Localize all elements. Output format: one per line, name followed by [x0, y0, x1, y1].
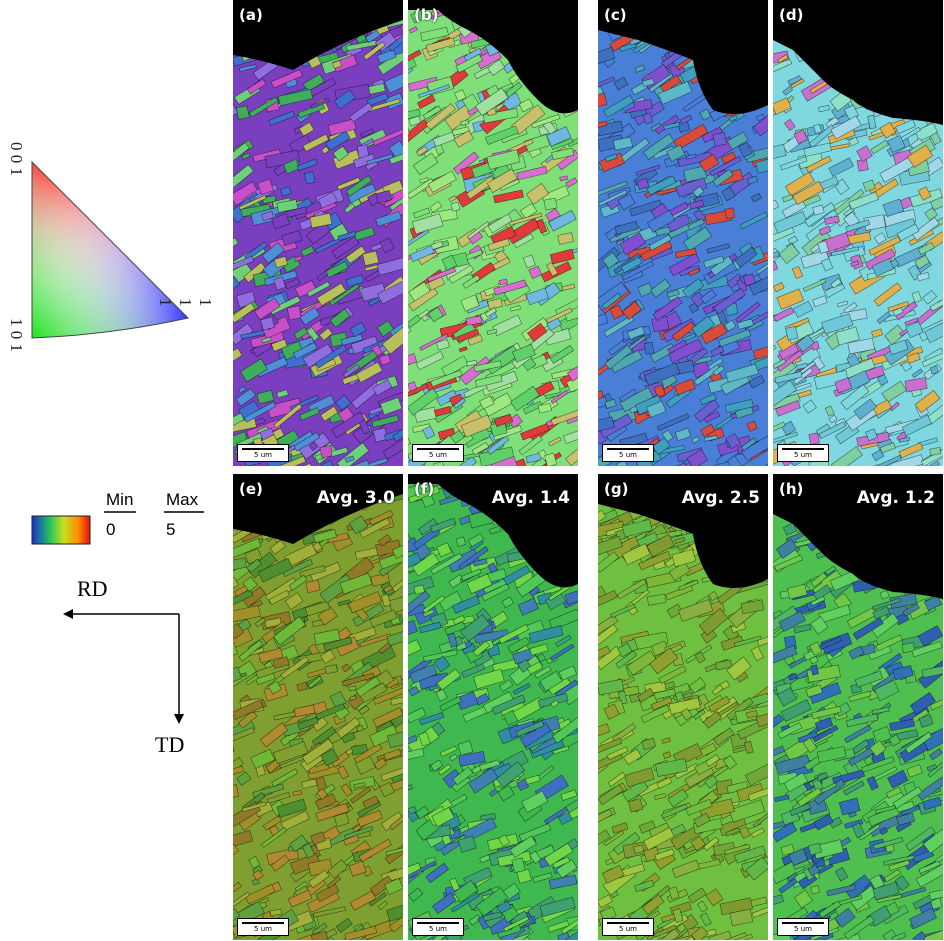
panel-label: (c): [604, 6, 627, 24]
panel-average-kam: Avg. 2.5: [681, 488, 760, 508]
kam-max-value: 5: [166, 520, 176, 539]
micrograph-panel: (d) 5 um: [773, 0, 943, 466]
scale-bar-text: 5 um: [254, 451, 272, 459]
scale-bar: 5 um: [777, 918, 829, 936]
td-label: TD: [155, 732, 185, 757]
scale-bar-line: [242, 922, 284, 924]
vertex-101-label: 1 0 1: [7, 318, 26, 352]
scale-bar: 5 um: [602, 918, 654, 936]
panel-label: (d): [779, 6, 804, 24]
kam-max-label: Max: [166, 490, 199, 509]
direction-axes: RD TD: [55, 570, 215, 770]
scale-bar: 5 um: [412, 918, 464, 936]
kam-gradient: [31, 511, 204, 545]
direction-arrows: [63, 609, 184, 724]
micrograph-panel: (f) Avg. 1.4 5 um: [408, 474, 578, 940]
micrograph-panel: (h) Avg. 1.2 5 um: [773, 474, 943, 940]
panel-average-kam: Avg. 1.2: [856, 488, 935, 508]
panel-average-kam: Avg. 3.0: [316, 488, 395, 508]
micrograph-image: [233, 0, 403, 466]
scale-bar: 5 um: [237, 918, 289, 936]
micrograph-panel: (c) 5 um: [598, 0, 768, 466]
panel-average-kam: Avg. 1.4: [491, 488, 570, 508]
scale-bar-line: [607, 448, 649, 450]
ipf-triangle: [31, 160, 190, 339]
micrograph-image: [408, 0, 578, 466]
scale-bar-line: [242, 448, 284, 450]
micrograph-panel: (a) 5 um: [233, 0, 403, 466]
scale-bar: 5 um: [777, 444, 829, 462]
scale-bar-line: [417, 448, 459, 450]
micrograph-image: [598, 474, 768, 940]
vertex-001-label: 0 0 1: [7, 142, 26, 176]
panel-label: (e): [239, 480, 263, 498]
panel-label: (g): [604, 480, 629, 498]
scale-bar-text: 5 um: [794, 925, 812, 933]
panel-label: (h): [779, 480, 804, 498]
ipf-color-key: 0 0 1 1 0 1 1 1 1: [0, 120, 230, 380]
kam-color-scale: Min Max 0 5: [30, 480, 230, 560]
micrograph-panel: (e) Avg. 3.0 5 um: [233, 474, 403, 940]
kam-min-value: 0: [106, 520, 116, 539]
scale-bar-line: [782, 922, 824, 924]
rd-label: RD: [77, 576, 108, 601]
scale-bar-text: 5 um: [619, 451, 637, 459]
micrograph-image: [773, 474, 943, 940]
micrograph-image: [233, 474, 403, 940]
micrograph-image: [773, 0, 943, 466]
panel-label: (a): [239, 6, 263, 24]
scale-bar-text: 5 um: [254, 925, 272, 933]
micrograph-panel: (g) Avg. 2.5 5 um: [598, 474, 768, 940]
scale-bar-text: 5 um: [429, 451, 447, 459]
micrograph-image: [408, 474, 578, 940]
micrograph-image: [598, 0, 768, 466]
scale-bar-line: [607, 922, 649, 924]
scale-bar-text: 5 um: [619, 925, 637, 933]
panel-label: (f): [414, 480, 435, 498]
scale-bar-text: 5 um: [794, 451, 812, 459]
panel-label: (b): [414, 6, 439, 24]
vertex-111-label: 1 1 1: [156, 298, 215, 307]
micrograph-panel: (b) 5 um: [408, 0, 578, 466]
kam-min-label: Min: [106, 490, 134, 509]
scale-bar-line: [782, 448, 824, 450]
scale-bar-text: 5 um: [429, 925, 447, 933]
scale-bar: 5 um: [237, 444, 289, 462]
scale-bar-line: [417, 922, 459, 924]
scale-bar: 5 um: [602, 444, 654, 462]
scale-bar: 5 um: [412, 444, 464, 462]
